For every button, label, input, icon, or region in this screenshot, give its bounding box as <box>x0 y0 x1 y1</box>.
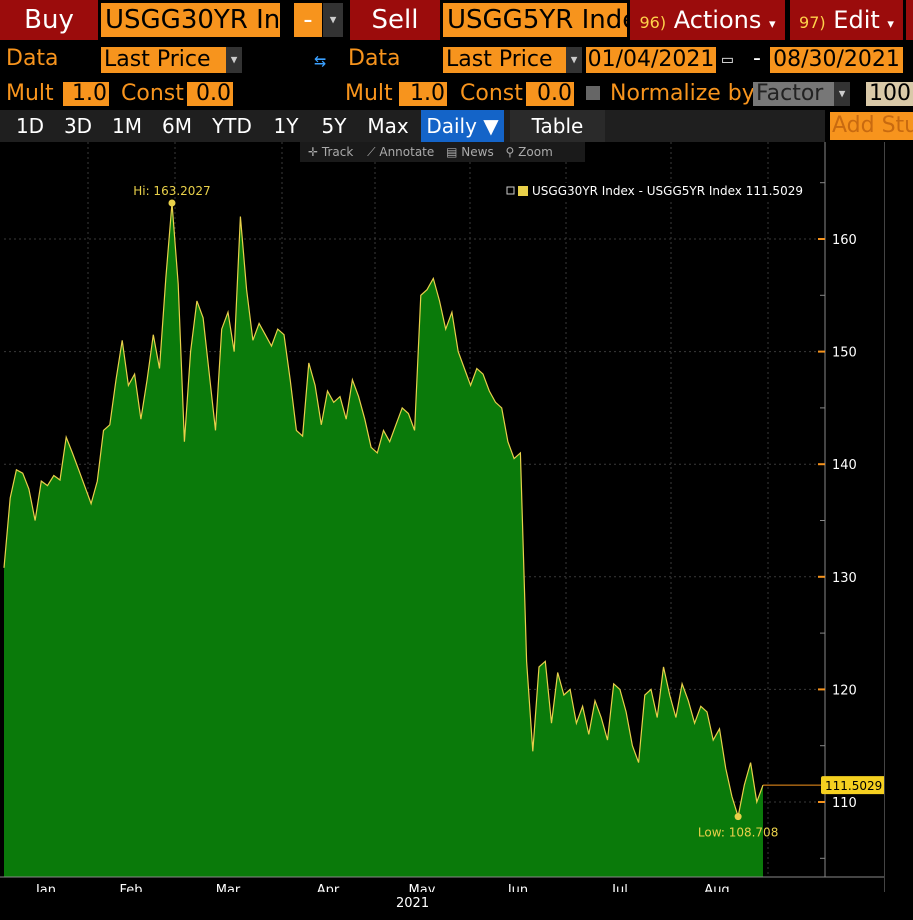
period-tabs: 1D 3D 1M 6M YTD 1Y 5Y Max Daily ▼ Table <box>0 110 825 142</box>
right-panel <box>884 142 913 892</box>
data-row: Data Last Price ▼ ⇆ Data Last Price ▼ 01… <box>0 42 913 78</box>
toolbar-overflow <box>906 0 913 40</box>
last-value-tag <box>821 776 887 795</box>
mult-label-right: Mult <box>345 81 393 106</box>
series-line <box>3 202 764 817</box>
mult-input-left[interactable]: 1.0 <box>63 82 109 106</box>
x-tick-label: Jun <box>507 883 528 892</box>
tab-3d[interactable]: 3D <box>63 114 93 138</box>
y-tick-label: 130 <box>832 571 857 586</box>
sell-label: Sell <box>350 0 440 40</box>
y-tick-label: 140 <box>832 458 857 473</box>
const-input-left[interactable]: 0.0 <box>187 82 233 106</box>
news-tool[interactable]: News <box>461 145 494 159</box>
tab-1m[interactable]: 1M <box>112 114 142 138</box>
actions-number: 96) <box>639 13 667 32</box>
data-field-right[interactable]: Last Price <box>443 47 566 73</box>
chevron-down-icon[interactable]: ▼ <box>834 82 850 106</box>
sell-ticker-input[interactable]: USGG5YR Inde <box>443 3 627 37</box>
x-tick-label: Jan <box>35 883 56 892</box>
y-tick-label: 120 <box>832 683 857 698</box>
actions-label: Actions <box>673 6 762 34</box>
buy-label: Buy <box>0 0 98 40</box>
tab-1y[interactable]: 1Y <box>273 114 299 138</box>
operator-dropdown-icon[interactable]: ▼ <box>323 3 343 37</box>
const-input-right[interactable]: 0.0 <box>526 82 574 106</box>
swap-arrows-icon[interactable]: ⇆ <box>314 48 327 72</box>
mult-input-right[interactable]: 1.0 <box>399 82 447 106</box>
y-tick-label: 110 <box>832 796 857 811</box>
high-marker <box>168 199 176 207</box>
operator-select[interactable]: - <box>294 3 322 37</box>
year-label: 2021 <box>396 896 430 911</box>
actions-button[interactable]: 96) Actions ▾ <box>630 0 785 40</box>
x-tick-label: Apr <box>317 883 340 892</box>
x-tick-label: Feb <box>119 883 142 892</box>
end-date-input[interactable]: 08/30/2021 <box>770 47 903 73</box>
tab-1d[interactable]: 1D <box>15 114 45 138</box>
top-toolbar: Buy USGG30YR Inc - ▼ Sell USGG5YR Inde 9… <box>0 0 913 40</box>
high-label: Hi: 163.2027 <box>133 184 210 198</box>
mult-row: Mult 1.0 Const 0.0 Mult 1.0 Const 0.0 No… <box>0 78 913 110</box>
normalize-label: Normalize by <box>610 81 755 106</box>
const-label-right: Const <box>460 81 523 106</box>
pencil-icon[interactable]: ⟋ <box>367 145 376 159</box>
chevron-down-icon[interactable]: ▼ <box>226 47 242 73</box>
tab-5y[interactable]: 5Y <box>321 114 347 138</box>
edit-button[interactable]: 97) Edit ▾ <box>790 0 903 40</box>
normalize-amount-input[interactable]: 100. <box>866 82 913 106</box>
search-icon[interactable]: ⚲ <box>505 145 515 159</box>
normalize-checkbox[interactable] <box>586 86 600 100</box>
edit-number: 97) <box>799 13 826 32</box>
low-label: Low: 108.708 <box>698 826 778 840</box>
data-label-right: Data <box>348 46 401 71</box>
x-tick-label: Jul <box>611 883 628 892</box>
legend-label: USGG30YR Index - USGG5YR Index 111.5029 <box>532 184 803 198</box>
chart-tools: ✛ Track ⟋ Annotate ▤ News ⚲ Zoom <box>300 142 585 162</box>
y-tick-label: 150 <box>832 346 857 361</box>
annotate-tool[interactable]: Annotate <box>379 145 435 159</box>
normalize-select[interactable]: Factor <box>753 82 834 106</box>
chevron-down-icon: ▾ <box>887 17 894 32</box>
calendar-icon[interactable]: ▭ <box>722 49 733 70</box>
legend-swatch <box>518 186 528 196</box>
tab-6m[interactable]: 6M <box>162 114 192 138</box>
low-marker <box>734 813 742 821</box>
news-icon[interactable]: ▤ <box>446 145 458 159</box>
last-value-label: 111.5029 <box>825 779 882 793</box>
data-field-left[interactable]: Last Price <box>101 47 226 73</box>
buy-ticker-input[interactable]: USGG30YR Inc <box>101 3 280 37</box>
expand-icon <box>506 186 515 195</box>
y-tick-label: 160 <box>832 233 857 248</box>
start-date-input[interactable]: 01/04/2021 <box>586 47 716 73</box>
data-label-left: Data <box>6 46 59 71</box>
add-study-input[interactable]: Add Stud <box>830 112 913 140</box>
legend-box <box>505 183 820 199</box>
tab-ytd[interactable]: YTD <box>212 114 252 138</box>
x-tick-label: Mar <box>216 883 241 892</box>
chart[interactable]: 110 120 130 140 150 160 Jan Feb Mar Apr May Jun Jul A… <box>0 142 913 892</box>
tab-max[interactable]: Max <box>367 114 409 138</box>
edit-label: Edit <box>833 6 880 34</box>
const-label-left: Const <box>121 81 184 106</box>
mult-label-left: Mult <box>6 81 54 106</box>
crosshair-icon[interactable]: ✛ <box>308 145 319 159</box>
tab-table[interactable]: Table <box>510 110 605 142</box>
zoom-tool[interactable]: Zoom <box>518 145 553 159</box>
date-separator: - <box>753 46 761 71</box>
track-tool[interactable]: Track <box>321 145 354 159</box>
chevron-down-icon: ▾ <box>769 17 776 32</box>
tab-daily[interactable]: Daily ▼ <box>421 110 504 142</box>
chevron-down-icon[interactable]: ▼ <box>566 47 582 73</box>
x-tick-label: Aug <box>704 883 729 892</box>
x-tick-label: May <box>409 883 436 892</box>
